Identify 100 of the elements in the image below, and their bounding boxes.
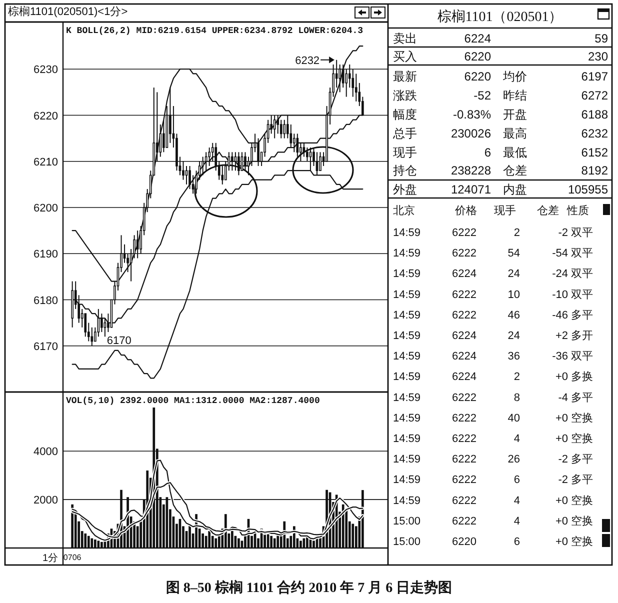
text: 40	[508, 412, 520, 424]
text: 8	[514, 392, 520, 404]
text: 4	[514, 515, 520, 528]
text: 230	[588, 50, 608, 64]
text: 空换	[571, 494, 593, 507]
text: 6222	[452, 494, 476, 507]
text: -54	[552, 248, 568, 260]
text: 14:59	[393, 248, 421, 260]
text: 仓差	[503, 164, 527, 178]
text: 多换	[571, 371, 593, 384]
text: 6222	[452, 433, 476, 445]
text: 双平	[571, 227, 593, 239]
text: 多平	[571, 309, 593, 322]
text: 6197	[581, 70, 608, 84]
annotation: 6232	[295, 54, 320, 67]
annotation: 6170	[106, 334, 132, 347]
text: 买入	[393, 50, 417, 64]
text: 14:59	[393, 454, 421, 466]
text: 14:59	[393, 309, 421, 322]
caption: 图 8–50 棕榈 1101 合约 2010 年 7 月 6 日走势图	[166, 579, 452, 596]
text: 6224	[452, 268, 476, 280]
text: 6222	[452, 309, 476, 322]
text: 6188	[581, 108, 608, 122]
text: 持仓	[393, 164, 417, 178]
text: 6222	[452, 515, 476, 528]
text: 36	[508, 350, 520, 363]
y-tick-label: 6190	[34, 248, 58, 261]
text: 24	[508, 330, 520, 342]
text: 14:59	[393, 474, 421, 486]
text: 238228	[450, 164, 492, 178]
text: 性质	[566, 204, 589, 217]
text: 15:00	[393, 536, 421, 548]
text: 14:59	[393, 288, 421, 301]
text: -36	[552, 350, 568, 363]
text: -24	[552, 268, 568, 280]
text: 14:59	[393, 494, 421, 507]
text: 价格	[454, 205, 477, 217]
text: 双平	[571, 350, 593, 363]
text: 双平	[571, 248, 593, 260]
x-tick-label: 0706	[63, 553, 82, 562]
text: 14:59	[393, 433, 421, 445]
text: 6224	[452, 350, 476, 363]
text: 10	[508, 288, 520, 301]
text: 6222	[452, 392, 476, 404]
y-tick-label: 2000	[34, 494, 58, 507]
text: 外盘	[393, 182, 417, 196]
text: 124071	[450, 182, 492, 196]
text: 6222	[452, 454, 476, 466]
text: 6222	[452, 288, 476, 301]
text: 空换	[571, 535, 593, 548]
text: 空换	[571, 411, 593, 424]
text: 14:59	[393, 330, 421, 342]
text: 4	[514, 433, 520, 445]
text: 最新	[393, 70, 417, 84]
text: 6224	[452, 330, 476, 342]
text: -2	[558, 227, 568, 239]
text: 现手	[494, 204, 516, 217]
text: -4	[558, 392, 568, 404]
text: 26	[508, 454, 520, 466]
text: -2	[558, 454, 568, 466]
text: 多开	[571, 330, 593, 342]
text: 仓差	[537, 205, 559, 217]
y-tick-label: 6220	[34, 110, 58, 122]
text: 双平	[571, 268, 593, 280]
text: +0	[555, 412, 568, 424]
text: 59	[594, 32, 608, 46]
text: 14:59	[393, 227, 421, 239]
text: 4	[514, 494, 520, 507]
x-axis-title: 1分	[42, 552, 58, 564]
text: 2	[514, 371, 520, 384]
text: 6222	[452, 248, 476, 260]
chart-subtitle: K BOLL(26,2) MID:6219.6154 UPPER:6234.8792 LOWER:6204.3	[66, 26, 364, 36]
text: +0	[555, 494, 568, 507]
text: 6152	[581, 146, 608, 160]
text: -10	[552, 288, 568, 301]
text: 内盘	[503, 182, 527, 196]
text: 6272	[581, 88, 608, 102]
text: 2	[514, 227, 520, 239]
y-tick-label: 6210	[34, 156, 58, 168]
text: 230026	[450, 126, 492, 140]
text: 昨结	[503, 88, 527, 102]
text: 空换	[571, 432, 593, 445]
y-tick-label: 6200	[34, 202, 58, 214]
y-tick-label: 6180	[34, 294, 58, 307]
text: 开盘	[503, 108, 527, 122]
text: 北京	[393, 204, 415, 217]
text: 6	[514, 474, 520, 486]
text: 棕榈1101（020501）	[437, 9, 563, 25]
text: 涨跌	[393, 88, 417, 102]
text: 14:59	[393, 392, 421, 404]
text: 14:59	[393, 412, 421, 424]
text: 14:59	[393, 350, 421, 363]
text: 卖出	[393, 32, 417, 46]
text: -46	[552, 309, 568, 322]
text: 均价	[502, 70, 527, 84]
text: 6232	[581, 126, 608, 140]
text: 6222	[452, 474, 476, 486]
text: 现手	[393, 146, 417, 160]
text: 6222	[452, 227, 476, 239]
text: 6220	[452, 536, 476, 548]
